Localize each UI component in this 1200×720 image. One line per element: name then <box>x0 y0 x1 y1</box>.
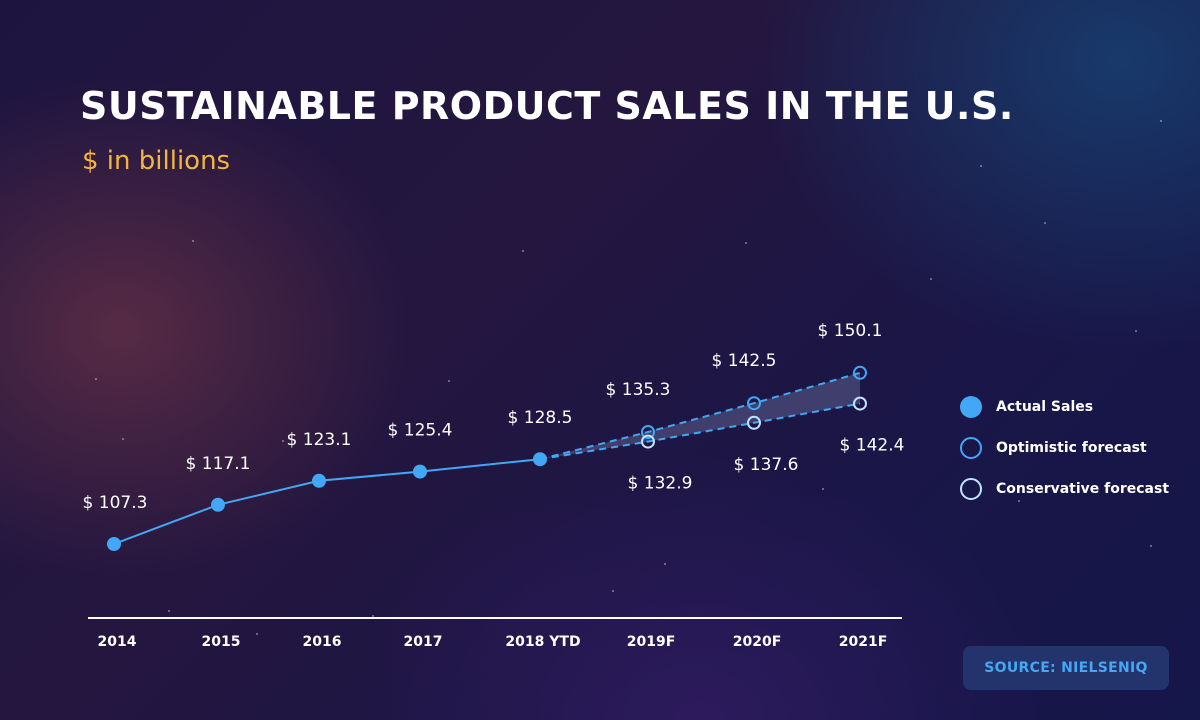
filled-circle-icon <box>960 395 982 418</box>
hollow-circle-light-icon <box>960 477 982 500</box>
optimistic-forecast-label: $ 150.1 <box>818 321 883 341</box>
star-decoration <box>282 440 284 442</box>
actual-sales-point <box>312 473 326 488</box>
optimistic-forecast-point <box>747 396 761 411</box>
star-decoration <box>448 380 450 382</box>
star-decoration <box>822 488 824 490</box>
legend-label: Optimistic forecast <box>996 439 1147 456</box>
star-decoration <box>980 165 982 167</box>
legend-item-optimistic: Optimistic forecast <box>960 427 1169 468</box>
x-tick-label: 2017 <box>404 634 443 650</box>
star-decoration <box>192 240 194 242</box>
conservative-forecast-point <box>747 415 761 430</box>
star-decoration <box>745 242 747 244</box>
optimistic-forecast-point <box>641 425 655 439</box>
actual-sales-label: $ 123.1 <box>287 430 352 450</box>
conservative-forecast-point <box>641 434 655 449</box>
conservative-forecast-label: $ 142.4 <box>840 436 905 456</box>
star-decoration <box>95 378 97 380</box>
legend-label: Conservative forecast <box>996 480 1170 497</box>
actual-sales-point <box>211 497 225 512</box>
star-decoration <box>1018 500 1020 502</box>
x-tick-label: 2019F <box>627 634 676 650</box>
actual-sales-point <box>533 452 547 467</box>
legend-item-conservative: Conservative forecast <box>960 468 1169 509</box>
optimistic-forecast-line <box>539 371 861 461</box>
actual-sales-label: $ 125.4 <box>388 421 453 441</box>
actual-sales-label: $ 107.3 <box>83 493 148 513</box>
conservative-forecast-label: $ 132.9 <box>628 474 693 494</box>
conservative-forecast-line <box>539 402 861 461</box>
star-decoration <box>930 278 932 280</box>
x-tick-label: 2015 <box>202 634 241 650</box>
legend-label: Actual Sales <box>996 398 1094 415</box>
x-tick-label: 2018 YTD <box>505 634 580 650</box>
source-badge: SOURCE: NIELSENIQ <box>963 646 1169 690</box>
hollow-circle-icon <box>960 436 982 459</box>
x-tick-label: 2021F <box>839 634 888 650</box>
actual-sales-label: $ 117.1 <box>186 454 251 474</box>
star-decoration <box>1044 222 1046 224</box>
star-decoration <box>1160 120 1162 122</box>
actual-sales-line <box>113 458 541 545</box>
star-decoration <box>612 590 614 592</box>
x-tick-label: 2014 <box>98 634 137 650</box>
optimistic-forecast-label: $ 135.3 <box>606 380 671 400</box>
chart-subtitle: $ in billions <box>82 146 231 176</box>
actual-sales-label: $ 128.5 <box>508 408 573 428</box>
x-tick-label: 2020F <box>733 634 782 650</box>
conservative-forecast-label: $ 137.6 <box>734 455 799 475</box>
source-text: SOURCE: NIELSENIQ <box>984 660 1148 676</box>
star-decoration <box>256 633 258 635</box>
actual-sales-point <box>107 537 121 551</box>
star-decoration <box>522 250 524 252</box>
star-decoration <box>664 563 666 565</box>
legend: Actual Sales Optimistic forecast Conserv… <box>960 386 1169 509</box>
optimistic-forecast-label: $ 142.5 <box>712 351 777 371</box>
star-decoration <box>372 615 374 617</box>
star-decoration <box>1135 330 1137 332</box>
star-decoration <box>122 438 124 440</box>
star-decoration <box>168 610 170 612</box>
legend-item-actual: Actual Sales <box>960 386 1169 427</box>
chart-title: SUSTAINABLE PRODUCT SALES IN THE U.S. <box>80 84 1014 128</box>
optimistic-forecast-point <box>853 365 867 380</box>
conservative-forecast-point <box>853 396 867 411</box>
x-tick-label: 2016 <box>303 634 342 650</box>
star-decoration <box>1150 545 1152 547</box>
actual-sales-point <box>413 464 427 479</box>
